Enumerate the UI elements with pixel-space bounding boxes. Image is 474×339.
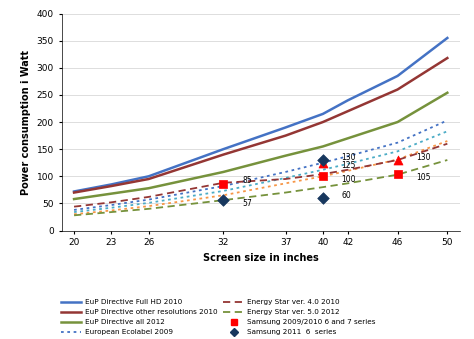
Point	[319, 174, 327, 179]
Text: 130: 130	[416, 153, 431, 162]
Point	[319, 195, 327, 201]
Text: 57: 57	[242, 199, 252, 208]
Point	[319, 160, 327, 165]
Text: 85: 85	[242, 176, 252, 185]
Point	[219, 197, 227, 202]
X-axis label: Screen size in inches: Screen size in inches	[203, 253, 319, 263]
Text: 130: 130	[342, 153, 356, 162]
Text: 105: 105	[416, 173, 431, 182]
Point	[319, 157, 327, 163]
Text: 60: 60	[342, 191, 351, 200]
Legend: EuP Directive Full HD 2010, EuP Directive other resolutions 2010, EuP Directive : EuP Directive Full HD 2010, EuP Directiv…	[61, 299, 376, 339]
Y-axis label: Power consumption i Watt: Power consumption i Watt	[21, 49, 31, 195]
Point	[394, 157, 401, 163]
Point	[219, 181, 227, 186]
Text: 125: 125	[342, 161, 356, 171]
Text: 100: 100	[342, 175, 356, 184]
Point	[394, 171, 401, 176]
